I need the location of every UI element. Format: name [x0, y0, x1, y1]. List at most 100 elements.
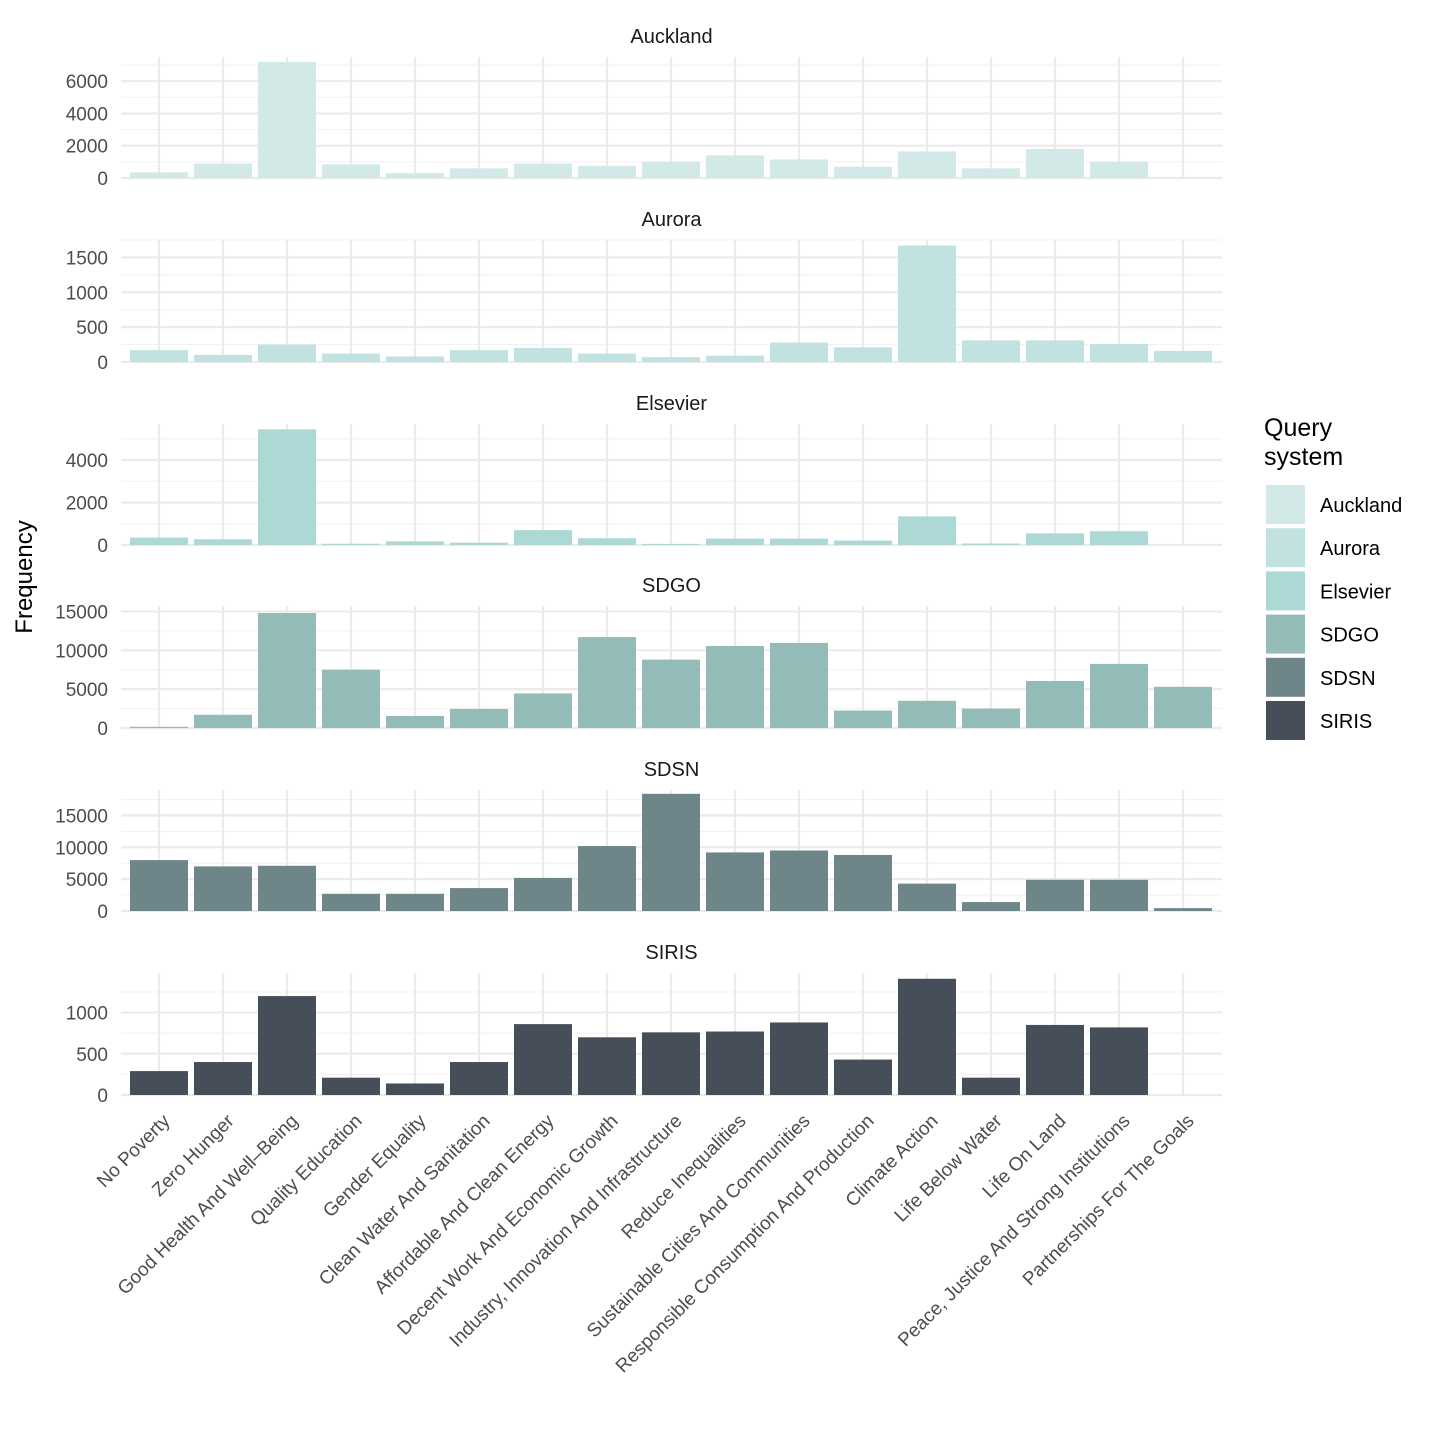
- bar-sdgo-responsible-consumption-and-production: [834, 710, 892, 728]
- legend-swatch: [1266, 571, 1305, 611]
- bar-sdsn-gender-equality: [386, 893, 444, 911]
- bar-aurora-affordable-and-clean-energy: [514, 348, 572, 362]
- y-tick-label: 4000: [66, 104, 108, 125]
- y-tick-label: 0: [97, 902, 108, 923]
- bar-sdgo-reduce-inequalities: [706, 646, 764, 728]
- bar-sdgo-sustainable-cities-and-communities: [770, 642, 828, 728]
- bar-auckland-clean-water-and-sanitation: [450, 168, 508, 178]
- y-tick-label: 0: [97, 1086, 108, 1107]
- legend-item-auckland: Auckland: [1266, 485, 1402, 524]
- legend-title: system: [1264, 443, 1343, 471]
- bar-elsevier-responsible-consumption-and-production: [834, 540, 892, 545]
- x-tick-label-sustainable-cities-and-communities: Sustainable Cities And Communities: [583, 1111, 814, 1342]
- legend-swatch: [1266, 657, 1305, 697]
- y-tick-label: 1000: [66, 283, 108, 304]
- bar-elsevier-good-health-and-well-being: [258, 429, 316, 545]
- bar-aurora-responsible-consumption-and-production: [834, 347, 892, 362]
- bar-siris-zero-hunger: [194, 1062, 252, 1095]
- bar-auckland-life-below-water: [962, 168, 1020, 178]
- bar-sdgo-no-poverty: [130, 726, 188, 728]
- bar-elsevier-peace-justice-and-strong-institutions: [1090, 531, 1148, 545]
- bar-sdsn-industry-innovation-and-infrastructure: [642, 793, 700, 911]
- bar-elsevier-no-poverty: [130, 537, 188, 545]
- legend-swatch: [1266, 528, 1305, 568]
- bar-siris-decent-work-and-economic-growth: [578, 1037, 636, 1095]
- x-tick-label-industry-innovation-and-infrastructure: Industry, Innovation And Infrastructure: [446, 1111, 687, 1352]
- legend-label: Auckland: [1320, 495, 1402, 517]
- bar-sdsn-partnerships-for-the-goals: [1154, 908, 1212, 911]
- bar-siris-life-on-land: [1026, 1024, 1084, 1095]
- bar-auckland-reduce-inequalities: [706, 155, 764, 178]
- bar-auckland-zero-hunger: [194, 163, 252, 178]
- bar-sdgo-life-below-water: [962, 708, 1020, 728]
- x-tick-label-quality-education: Quality Education: [246, 1111, 366, 1231]
- bar-auckland-quality-education: [322, 164, 380, 178]
- bar-auckland-life-on-land: [1026, 148, 1084, 178]
- legend-swatch: [1266, 614, 1305, 654]
- legend-swatch: [1266, 701, 1305, 740]
- y-tick-label: 4000: [66, 451, 108, 472]
- bar-auckland-sustainable-cities-and-communities: [770, 159, 828, 178]
- legend-label: Elsevier: [1320, 581, 1391, 603]
- bar-elsevier-decent-work-and-economic-growth: [578, 538, 636, 545]
- bar-sdgo-decent-work-and-economic-growth: [578, 637, 636, 728]
- legend-label: SDGO: [1320, 625, 1379, 647]
- bar-sdgo-good-health-and-well-being: [258, 612, 316, 728]
- bar-elsevier-industry-innovation-and-infrastructure: [642, 543, 700, 545]
- bar-aurora-good-health-and-well-being: [258, 344, 316, 362]
- bar-elsevier-clean-water-and-sanitation: [450, 542, 508, 545]
- y-axis-title: Frequency: [11, 520, 38, 633]
- bar-siris-gender-equality: [386, 1083, 444, 1095]
- bar-aurora-zero-hunger: [194, 355, 252, 362]
- y-tick-label: 5000: [66, 680, 108, 701]
- bar-sdsn-affordable-and-clean-energy: [514, 877, 572, 911]
- facet-title: Aurora: [641, 209, 702, 231]
- bar-aurora-sustainable-cities-and-communities: [770, 342, 828, 362]
- y-tick-label: 0: [97, 353, 108, 374]
- bar-siris-peace-justice-and-strong-institutions: [1090, 1027, 1148, 1095]
- bar-siris-responsible-consumption-and-production: [834, 1059, 892, 1095]
- facet-auckland: 0 2000 4000 6000 Auckland: [66, 26, 1222, 190]
- y-tick-label: 1000: [66, 1004, 108, 1025]
- legend-item-elsevier: Elsevier: [1266, 571, 1391, 611]
- facet-title: Auckland: [630, 26, 712, 48]
- x-tick-label-reduce-inequalities: Reduce Inequalities: [618, 1111, 751, 1244]
- bar-sdsn-decent-work-and-economic-growth: [578, 846, 636, 911]
- y-tick-label: 1500: [66, 248, 108, 269]
- bar-elsevier-gender-equality: [386, 541, 444, 545]
- bar-sdgo-clean-water-and-sanitation: [450, 708, 508, 728]
- bar-sdgo-gender-equality: [386, 715, 444, 728]
- bar-auckland-gender-equality: [386, 173, 444, 178]
- bar-elsevier-quality-education: [322, 543, 380, 545]
- bar-siris-good-health-and-well-being: [258, 996, 316, 1095]
- bar-sdgo-life-on-land: [1026, 680, 1084, 728]
- bar-elsevier-life-below-water: [962, 543, 1020, 545]
- facet-title: SDGO: [642, 575, 701, 597]
- bar-aurora-partnerships-for-the-goals: [1154, 350, 1212, 362]
- bar-siris-quality-education: [322, 1077, 380, 1095]
- y-tick-label: 500: [76, 318, 108, 339]
- bar-sdsn-reduce-inequalities: [706, 852, 764, 911]
- legend-swatch: [1266, 485, 1305, 524]
- bar-sdsn-life-on-land: [1026, 879, 1084, 911]
- bar-aurora-industry-innovation-and-infrastructure: [642, 357, 700, 362]
- bar-sdsn-zero-hunger: [194, 866, 252, 911]
- legend-title: Query: [1264, 414, 1333, 442]
- bar-siris-reduce-inequalities: [706, 1031, 764, 1095]
- bar-sdsn-responsible-consumption-and-production: [834, 854, 892, 911]
- y-tick-label: 2000: [66, 494, 108, 515]
- bar-sdgo-peace-justice-and-strong-institutions: [1090, 663, 1148, 728]
- bar-sdsn-quality-education: [322, 893, 380, 911]
- bar-sdsn-no-poverty: [130, 860, 188, 911]
- bar-aurora-climate-action: [898, 245, 956, 362]
- bar-sdgo-climate-action: [898, 700, 956, 728]
- bar-sdgo-industry-innovation-and-infrastructure: [642, 659, 700, 728]
- bar-aurora-reduce-inequalities: [706, 355, 764, 362]
- bar-sdgo-quality-education: [322, 669, 380, 728]
- legend-item-aurora: Aurora: [1266, 528, 1381, 568]
- y-tick-label: 5000: [66, 870, 108, 891]
- legend-label: SIRIS: [1320, 711, 1372, 733]
- x-tick-label-life-below-water: Life Below Water: [891, 1110, 1007, 1226]
